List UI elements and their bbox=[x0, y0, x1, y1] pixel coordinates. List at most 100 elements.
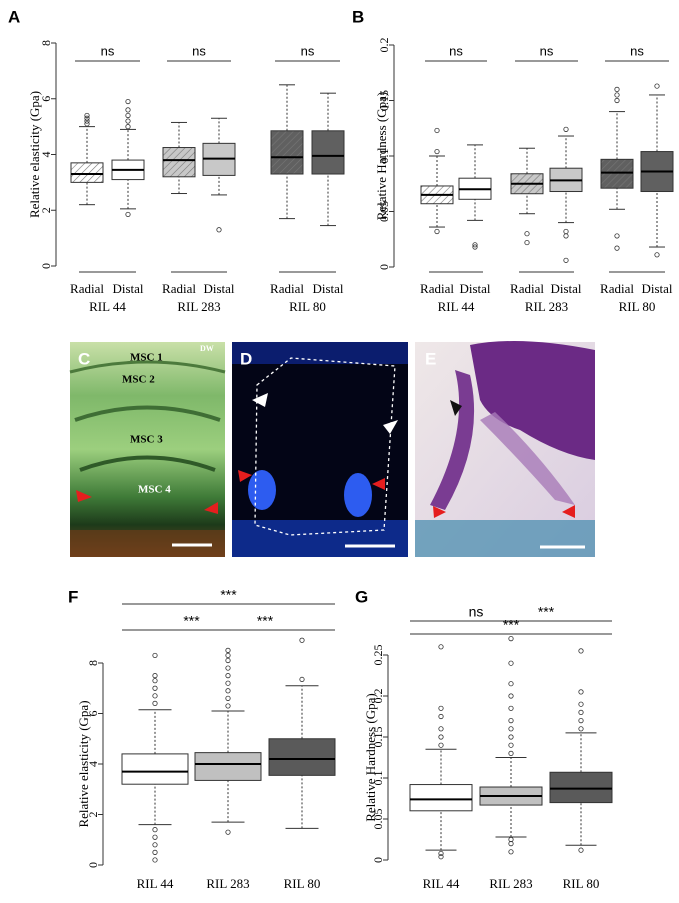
y-tick-label: 2 bbox=[39, 207, 53, 213]
group-label: RIL 283 bbox=[525, 299, 568, 314]
nucleus bbox=[344, 473, 372, 517]
outlier bbox=[578, 717, 584, 724]
y-tick-label: 0 bbox=[377, 264, 391, 270]
arrowhead bbox=[372, 478, 385, 490]
outlier bbox=[508, 705, 514, 711]
x-tick-label: Distal bbox=[550, 281, 581, 296]
outlier bbox=[299, 637, 305, 643]
outlier bbox=[438, 644, 444, 650]
panel-label: F bbox=[68, 587, 78, 606]
x-tick-label: Distal bbox=[203, 281, 234, 296]
x-tick-label: Distal bbox=[112, 281, 143, 296]
x-tick-label: Radial bbox=[420, 281, 454, 296]
x-tick-label: Distal bbox=[641, 281, 672, 296]
box bbox=[311, 130, 345, 175]
box bbox=[409, 784, 473, 812]
image bbox=[70, 342, 225, 557]
outlier bbox=[84, 112, 90, 119]
significance: ns bbox=[192, 43, 206, 58]
x-tick-label: Distal bbox=[459, 281, 490, 296]
x-tick-label: RIL 283 bbox=[489, 876, 532, 891]
image-band bbox=[232, 342, 408, 364]
outlier bbox=[225, 652, 231, 659]
outlier bbox=[614, 233, 620, 239]
outlier bbox=[225, 657, 231, 664]
x-tick-label: RIL 44 bbox=[423, 876, 460, 891]
x-tick-label: RIL 80 bbox=[284, 876, 321, 891]
outlier bbox=[508, 726, 514, 732]
arrowhead bbox=[238, 470, 252, 482]
outlier bbox=[152, 842, 158, 848]
significance: ns bbox=[449, 43, 463, 58]
outlier bbox=[152, 857, 158, 863]
outlier bbox=[508, 717, 514, 724]
outlier bbox=[225, 665, 231, 671]
outlier bbox=[563, 233, 569, 239]
y-tick-label: 8 bbox=[39, 40, 53, 46]
x-tick-label: Radial bbox=[162, 281, 196, 296]
panel-label: A bbox=[8, 7, 20, 26]
outlier bbox=[125, 124, 131, 130]
outlier bbox=[152, 834, 158, 840]
outlier bbox=[225, 829, 231, 835]
outlier bbox=[438, 854, 444, 860]
outlier bbox=[216, 227, 222, 233]
micrograph-c: C MSC 1 MSC 2 MSC 3 MSC 4 DW bbox=[69, 342, 226, 557]
arrowhead bbox=[450, 400, 462, 416]
outlier bbox=[563, 257, 569, 263]
y-tick-label: 6 bbox=[86, 711, 100, 717]
panel-label: E bbox=[425, 349, 436, 368]
arrowhead bbox=[252, 393, 268, 407]
outlier bbox=[614, 86, 620, 93]
arrowhead bbox=[562, 505, 575, 518]
box bbox=[162, 147, 196, 178]
significance: ns bbox=[301, 43, 315, 58]
layer-label: DW bbox=[200, 344, 214, 353]
outlier bbox=[152, 678, 158, 684]
outlier bbox=[438, 742, 444, 748]
micrograph-d: D bbox=[232, 342, 408, 557]
outlier bbox=[434, 228, 440, 235]
outlier bbox=[125, 98, 131, 105]
outlier bbox=[654, 83, 660, 89]
outlier bbox=[578, 701, 584, 707]
image-base bbox=[415, 520, 595, 557]
outlier bbox=[434, 127, 440, 134]
outlier bbox=[225, 703, 231, 709]
group-label: RIL 44 bbox=[89, 299, 126, 314]
outlier bbox=[578, 689, 584, 695]
layer-label: MSC 1 bbox=[130, 352, 163, 364]
outlier bbox=[508, 635, 514, 642]
outlier bbox=[225, 688, 231, 694]
x-tick-label: Radial bbox=[510, 281, 544, 296]
arrowhead bbox=[433, 506, 446, 518]
y-axis-label: Relative elasticity (Gpa) bbox=[76, 700, 91, 827]
cell-outline bbox=[254, 357, 396, 536]
outlier bbox=[614, 97, 620, 104]
significance: *** bbox=[257, 613, 274, 629]
y-tick-label: 8 bbox=[86, 660, 100, 666]
y-tick-label: 0.15 bbox=[371, 727, 385, 748]
outlier bbox=[84, 121, 90, 127]
outlier bbox=[152, 849, 158, 855]
outlier bbox=[438, 726, 444, 732]
layer-label: MSC 3 bbox=[130, 434, 163, 446]
y-tick-label: 0 bbox=[86, 862, 100, 868]
outlier bbox=[614, 245, 620, 251]
x-tick-label: Radial bbox=[70, 281, 104, 296]
outlier bbox=[614, 92, 620, 98]
y-tick-label: 2 bbox=[86, 812, 100, 818]
panel-label: G bbox=[355, 587, 368, 606]
box bbox=[270, 130, 304, 175]
group-label: RIL 283 bbox=[177, 299, 220, 314]
micrograph-e: E bbox=[415, 341, 595, 557]
band bbox=[74, 405, 221, 422]
x-tick-label: RIL 44 bbox=[137, 876, 174, 891]
outlier bbox=[524, 239, 530, 246]
outlier bbox=[438, 850, 444, 857]
outlier bbox=[508, 742, 514, 748]
outlier bbox=[125, 107, 131, 113]
box bbox=[268, 738, 336, 776]
significance: *** bbox=[220, 587, 237, 603]
